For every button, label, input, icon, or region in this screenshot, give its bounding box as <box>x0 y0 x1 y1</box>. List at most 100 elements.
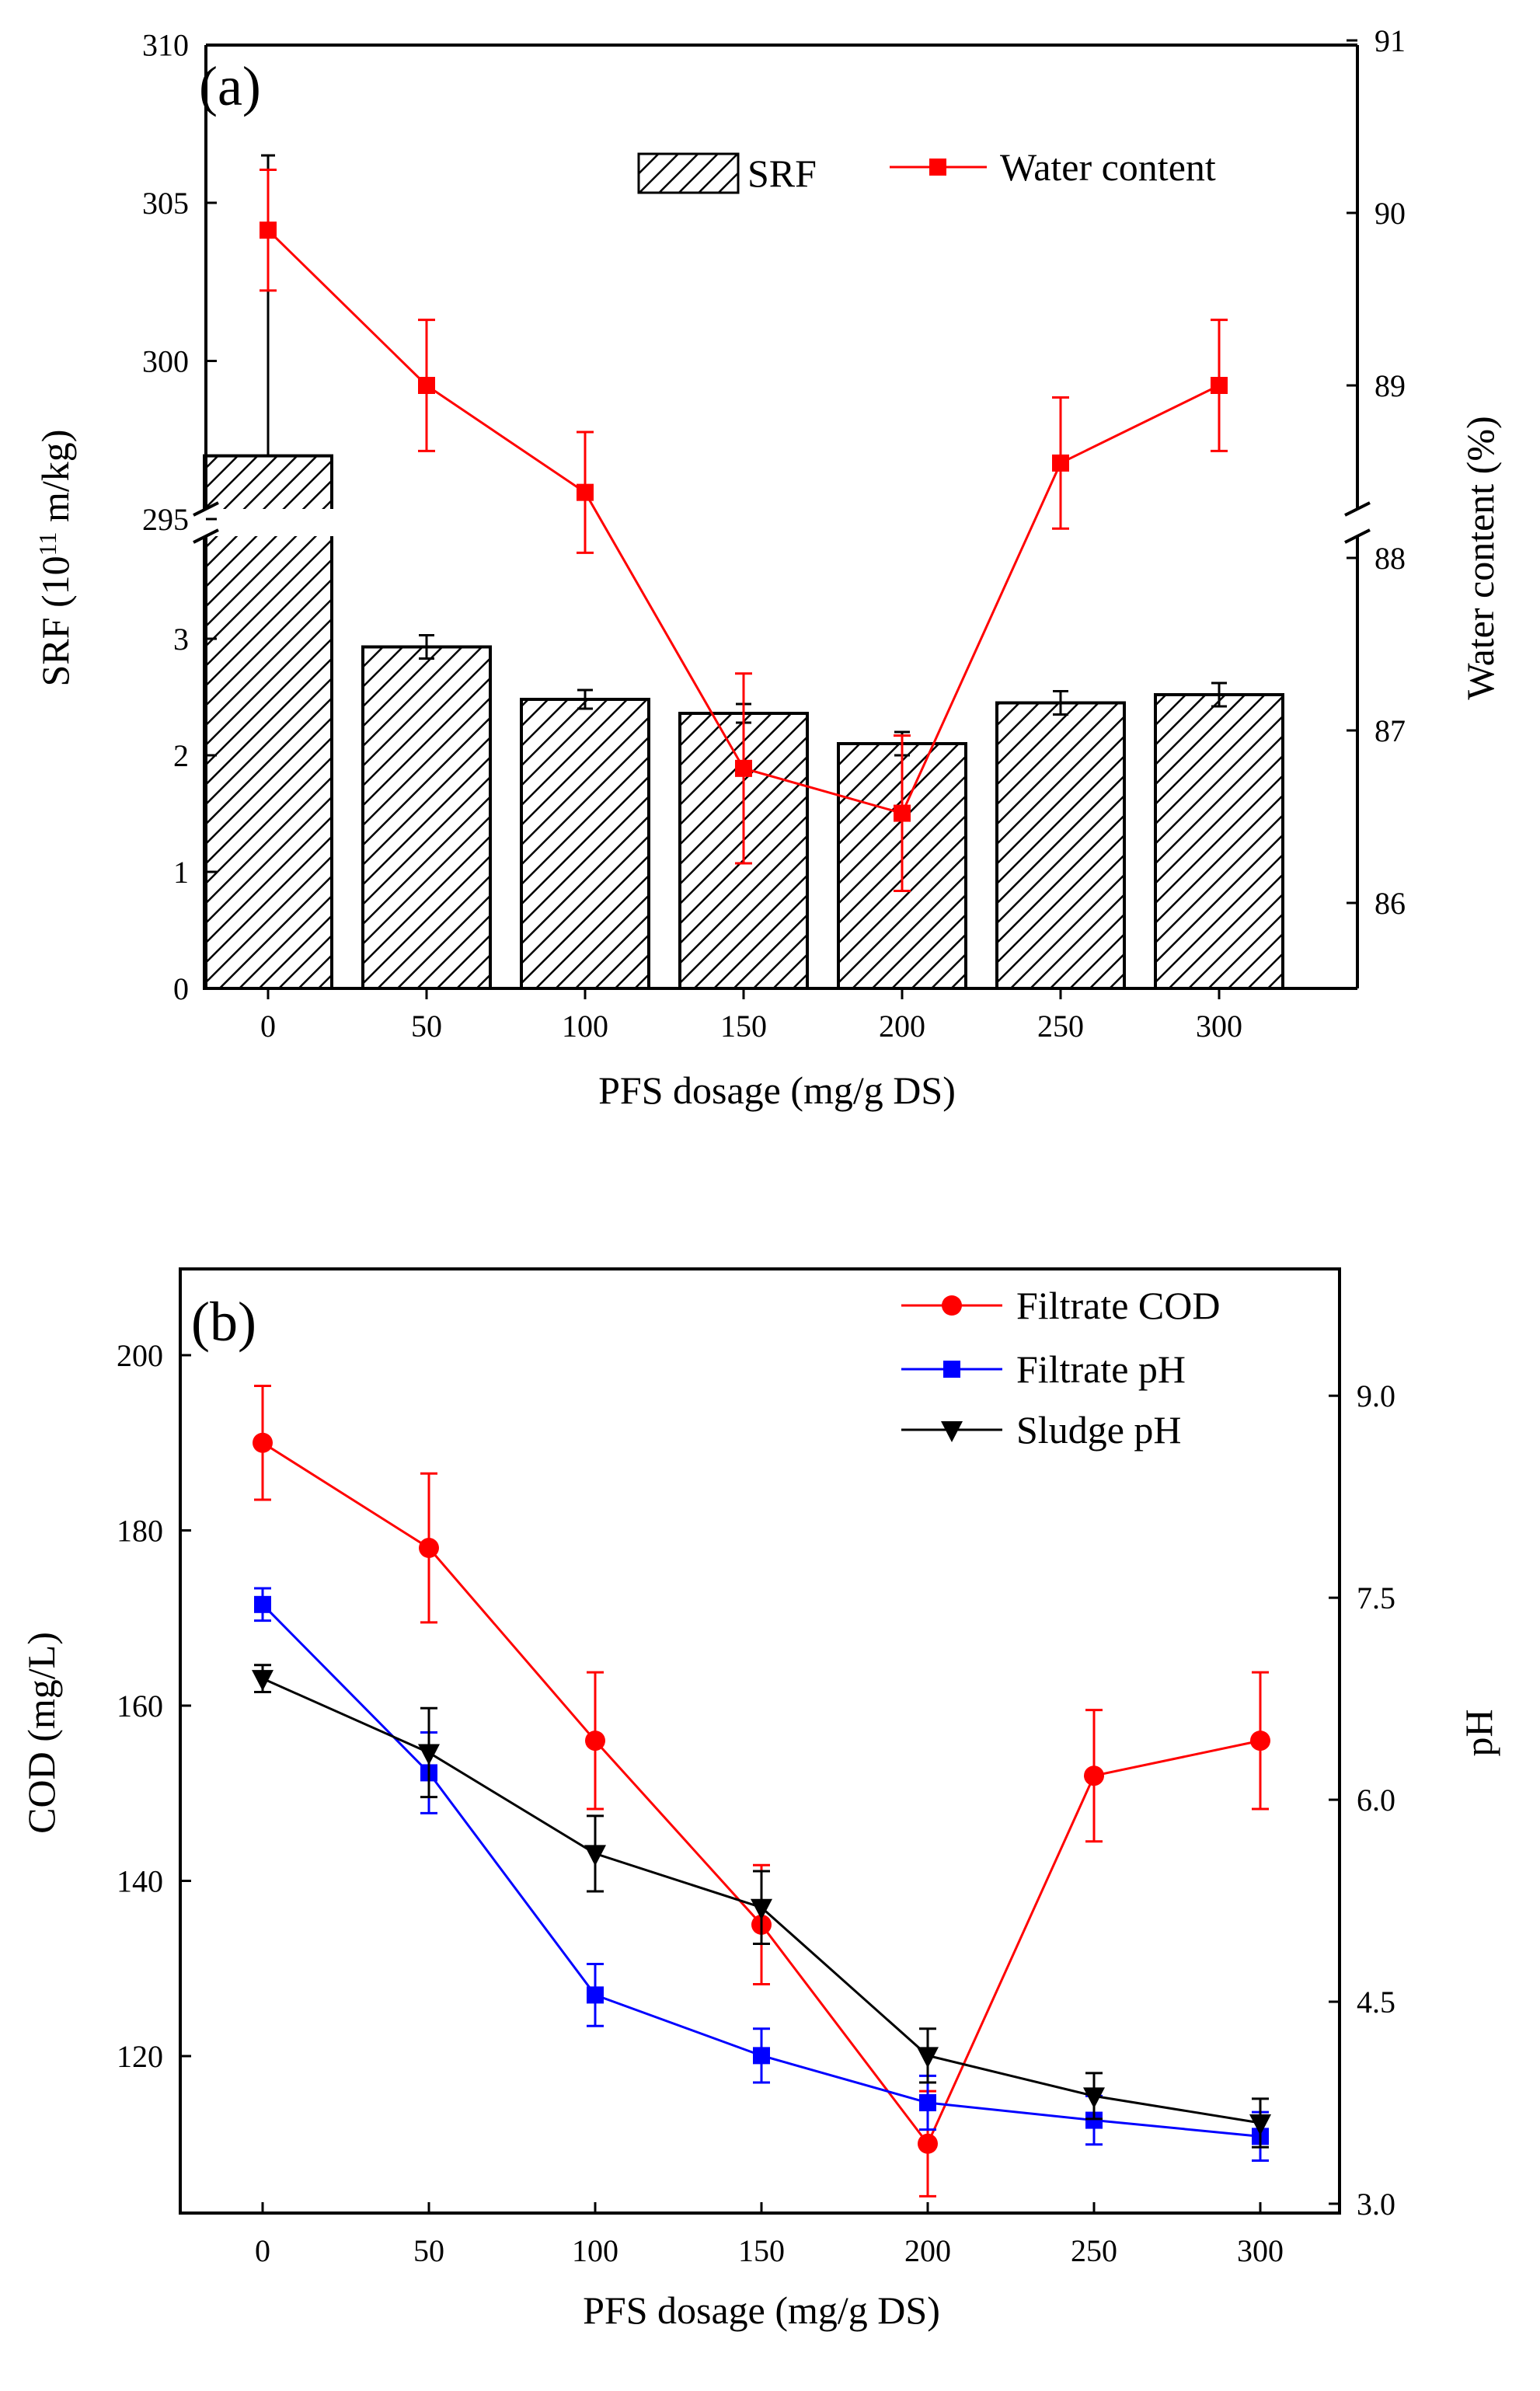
filtrate-ph-point-5 <box>1085 2111 1103 2129</box>
legend-water-marker <box>929 159 946 176</box>
x-tick-label: 50 <box>413 2233 444 2268</box>
water-content-point-4 <box>894 804 911 822</box>
x-tick-label: 0 <box>255 2233 270 2268</box>
right-tick-label: 9.0 <box>1357 1378 1395 1413</box>
water-content-point-5 <box>1052 454 1069 472</box>
right-axis-title: Water content (%) <box>1458 416 1502 699</box>
water-content-point-0 <box>260 221 277 239</box>
left-axis-title: SRF (1011 m/kg) <box>33 430 77 687</box>
sludge-ph-point-1 <box>418 1744 440 1765</box>
right-tick-label: 4.5 <box>1357 1985 1395 2020</box>
filtrate-ph-point-3 <box>753 2047 770 2065</box>
left-axis-title: COD (mg/L) <box>19 1632 63 1834</box>
srf-error-bar-2 <box>577 688 593 710</box>
legend-filtrate-cod-label: Filtrate COD <box>1016 1284 1220 1327</box>
left-tick-label: 300 <box>142 344 189 379</box>
legend-srf-swatch <box>637 152 740 194</box>
right-axis-title: pH <box>1457 1709 1500 1756</box>
panel-label-a: (a) <box>199 55 261 117</box>
break-mark-right-2 <box>1344 528 1371 544</box>
left-tick-label: 0 <box>173 971 189 1006</box>
left-tick-label: 200 <box>117 1338 163 1373</box>
srf-bar-2 <box>520 698 650 990</box>
x-tick-label: 50 <box>411 1009 442 1044</box>
sludge-ph-point-5 <box>1083 2087 1105 2109</box>
filtrate-cod-point-4 <box>918 2133 938 2154</box>
srf-bar-6 <box>1154 693 1284 990</box>
sludge-ph-point-2 <box>584 1845 606 1866</box>
left-axis-title-main: SRF (10 <box>33 556 77 686</box>
x-tick-label: 100 <box>572 2233 618 2268</box>
srf-bar-1 <box>361 645 492 990</box>
x-tick-label: 200 <box>904 2233 951 2268</box>
srf-error-bar-6 <box>1211 681 1227 708</box>
panel-b-chart: 120 140 160 180 200 3.0 4.5 6.0 7.5 9.0 0 50 100 150 2… <box>19 1267 1500 2332</box>
water-content-point-6 <box>1211 377 1228 394</box>
x-tick-label: 0 <box>260 1009 276 1044</box>
left-tick-label: 295 <box>142 502 189 537</box>
left-tick-label: 305 <box>142 186 189 221</box>
filtrate-ph-point-0 <box>254 1595 271 1613</box>
water-content-point-1 <box>418 377 435 394</box>
break-mark-left-2 <box>193 528 219 544</box>
left-axis-title-tail: m/kg) <box>33 430 77 532</box>
left-tick-label: 1 <box>173 855 189 890</box>
panel-label-b: (b) <box>191 1291 256 1353</box>
legend-filtrate-ph-label: Filtrate pH <box>1016 1347 1186 1391</box>
left-tick-label: 3 <box>173 622 189 657</box>
legend-sludge-ph-marker <box>941 1421 963 1442</box>
x-tick-label: 300 <box>1237 2233 1284 2268</box>
legend-water-label: Water content <box>1000 145 1216 189</box>
left-tick-label: 310 <box>142 28 189 63</box>
srf-bar-0 <box>203 454 333 990</box>
legend-sludge-ph-label: Sludge pH <box>1016 1408 1182 1452</box>
legend-filtrate-ph-marker <box>943 1361 960 1378</box>
right-tick-label: 7.5 <box>1357 1581 1395 1615</box>
left-tick-label: 140 <box>117 1864 163 1899</box>
axis-break-gap-right <box>1338 509 1377 536</box>
x-tick-label: 150 <box>720 1009 767 1044</box>
right-tick-label: 88 <box>1375 541 1406 576</box>
left-tick-label: 2 <box>173 738 189 773</box>
sludge-ph-point-0 <box>252 1670 274 1692</box>
right-tick-label: 87 <box>1375 713 1406 748</box>
sludge-ph-point-4 <box>917 2047 939 2069</box>
left-tick-label: 120 <box>117 2039 163 2074</box>
break-mark-right-1 <box>1344 501 1371 517</box>
filtrate-cod-point-5 <box>1084 1765 1104 1786</box>
panel-a-chart: 295 300 305 310 0 1 2 3 86 87 88 89 90 91 0 50 100 150 200… <box>33 23 1502 1112</box>
x-axis-title: PFS dosage (mg/g DS) <box>598 1068 956 1112</box>
srf-error-bar-1 <box>419 634 434 660</box>
water-content-point-2 <box>577 483 594 501</box>
srf-bar-5 <box>995 701 1126 990</box>
x-tick-label: 150 <box>738 2233 785 2268</box>
filtrate-ph-point-4 <box>919 2094 936 2112</box>
srf-error-bar-5 <box>1053 690 1068 716</box>
x-tick-label: 300 <box>1196 1009 1242 1044</box>
filtrate-cod-point-1 <box>419 1538 439 1559</box>
x-tick-label: 100 <box>562 1009 608 1044</box>
water-content-point-3 <box>735 759 752 777</box>
plot-frame <box>179 1267 1341 2215</box>
left-axis-title-sup: 11 <box>33 532 61 556</box>
right-tick-label: 90 <box>1375 196 1406 231</box>
filtrate-cod-point-6 <box>1250 1731 1270 1751</box>
filtrate-cod-point-2 <box>585 1731 605 1751</box>
filtrate-ph-point-2 <box>587 1986 604 2004</box>
legend-srf-label: SRF <box>747 152 817 195</box>
sludge-ph-point-3 <box>751 1898 772 1920</box>
right-tick-label: 86 <box>1375 886 1406 921</box>
left-tick-label: 160 <box>117 1689 163 1724</box>
x-axis-title: PFS dosage (mg/g DS) <box>583 2288 940 2332</box>
right-tick-label: 91 <box>1375 23 1406 58</box>
right-tick-label: 6.0 <box>1357 1783 1395 1818</box>
sludge-ph-point-6 <box>1249 2114 1271 2136</box>
x-tick-label: 200 <box>879 1009 925 1044</box>
x-tick-label: 250 <box>1037 1009 1084 1044</box>
break-mark-left-1 <box>193 501 219 517</box>
filtrate-cod-point-0 <box>253 1432 273 1453</box>
right-tick-label: 3.0 <box>1357 2187 1395 2222</box>
axis-break-gap-left <box>186 509 528 536</box>
legend-filtrate-cod-marker <box>942 1295 962 1316</box>
